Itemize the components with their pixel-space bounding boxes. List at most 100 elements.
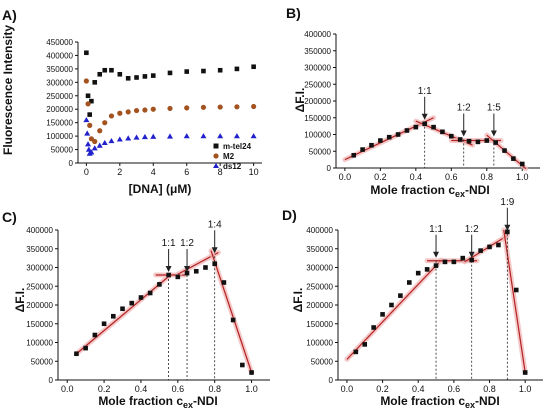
data-point <box>380 312 385 317</box>
panel-d-label: D) <box>282 207 297 223</box>
y-tick-label: 300000 <box>26 264 53 273</box>
data-point <box>221 280 227 285</box>
y-tick-label: 50000 <box>51 146 74 155</box>
x-tick-label: 6 <box>184 167 189 177</box>
y-tick-label: 200000 <box>26 301 53 310</box>
x-tick-label: 0.0 <box>61 384 74 394</box>
y-tick-label: 100000 <box>46 132 73 141</box>
stoichiometry-label: 1:1 <box>162 238 176 249</box>
y-tick-label: 50000 <box>31 357 54 366</box>
panel-a-plot: 0 50000 100000 150000 200000 250000 300000 3500… <box>46 38 262 177</box>
data-point <box>150 133 157 139</box>
panel-b-label: B) <box>286 5 301 21</box>
data-point <box>89 98 94 104</box>
data-point <box>184 69 190 74</box>
data-point <box>85 146 92 152</box>
data-point <box>249 370 254 375</box>
data-point <box>167 70 173 76</box>
data-point <box>147 290 153 296</box>
panel-c-plot: 0 50000 100000 150000 200000 250000 300000 3500… <box>26 219 270 394</box>
data-point <box>431 124 436 130</box>
data-point <box>109 67 114 73</box>
data-point <box>203 265 208 270</box>
data-point <box>85 101 91 107</box>
data-point <box>96 142 103 148</box>
y-tick-label: 250000 <box>304 80 331 89</box>
stoichiometry-arrow-head <box>490 130 497 137</box>
y-tick-label: 350000 <box>26 245 53 254</box>
data-point <box>97 71 103 77</box>
data-point <box>111 313 116 319</box>
data-point <box>92 138 98 145</box>
panel-c: C) 0 50000 100000 150000 200000 250000 300000 3… <box>2 209 270 410</box>
y-tick-label: 0 <box>49 376 54 385</box>
data-point <box>234 104 240 110</box>
panel-a-legend: m-tel24 M2 ds12 <box>213 142 252 171</box>
x-tick-label: 0.8 <box>481 172 494 182</box>
data-point <box>398 293 403 298</box>
y-tick-label: 200000 <box>306 301 333 310</box>
data-point <box>108 137 115 144</box>
x-tick-label: 0.0 <box>339 172 352 182</box>
data-point <box>505 229 510 235</box>
y-tick-label: 0 <box>329 376 334 385</box>
x-tick-label: 0.6 <box>448 384 461 394</box>
panel-b-plot: 0 50000 100000 150000 200000 250000 300000 3500… <box>304 30 540 182</box>
data-point <box>142 107 148 113</box>
data-point <box>92 80 98 85</box>
panel-a: A) 0 50000 100000 150000 200000 250000 300000 3… <box>1 7 262 196</box>
data-point <box>134 75 139 80</box>
legend-marker-m-tel24 <box>213 143 219 149</box>
data-point <box>125 135 132 141</box>
x-tick-label: 0.0 <box>341 384 354 394</box>
y-tick-label: 300000 <box>306 264 333 273</box>
panel-d: D) 0 50000 100000 150000 200000 250000 300000 3… <box>282 197 543 410</box>
stoichiometry-arrow-head <box>460 130 467 137</box>
data-point <box>484 138 490 143</box>
y-tick-label: 0 <box>69 159 74 168</box>
data-point <box>87 112 93 117</box>
data-point <box>424 267 430 272</box>
data-point <box>217 104 223 110</box>
data-point <box>200 133 207 139</box>
x-tick-label: 0 <box>84 167 89 177</box>
y-tick-label: 400000 <box>26 226 53 235</box>
data-point <box>125 109 131 115</box>
data-point <box>404 128 410 133</box>
y-tick-label: 150000 <box>306 320 333 329</box>
y-tick-label: 100000 <box>304 131 331 140</box>
stoichiometry-label: 1:2 <box>465 224 479 235</box>
y-tick-label: 400000 <box>306 226 333 235</box>
fit-line <box>346 259 442 360</box>
data-point <box>141 133 148 140</box>
data-point <box>102 67 108 73</box>
data-point <box>407 280 412 285</box>
data-point <box>88 149 95 155</box>
x-tick-label: 0.2 <box>374 172 387 182</box>
data-point <box>83 78 89 84</box>
panel-c-xlabel: Mole fraction cex-NDI <box>98 394 217 410</box>
y-tick-label: 50000 <box>309 147 332 156</box>
legend-marker-ds12 <box>213 163 219 168</box>
data-point <box>183 133 190 139</box>
data-point <box>212 261 217 267</box>
data-point <box>84 50 89 56</box>
data-point <box>129 300 135 306</box>
data-point <box>92 332 98 338</box>
data-point <box>108 113 115 119</box>
panel-a-label: A) <box>2 7 17 23</box>
data-point <box>502 148 507 153</box>
data-point <box>150 106 156 112</box>
y-tick-label: 250000 <box>46 92 73 101</box>
data-point <box>362 342 368 347</box>
data-point <box>167 133 173 139</box>
y-tick-label: 0 <box>327 164 332 173</box>
data-point <box>511 156 516 161</box>
data-point <box>250 133 257 139</box>
data-point <box>184 270 190 276</box>
data-point <box>91 145 98 151</box>
y-tick-label: 150000 <box>304 114 331 123</box>
x-tick-label: 0.6 <box>172 384 185 394</box>
data-point <box>378 138 383 143</box>
data-point <box>83 345 88 351</box>
